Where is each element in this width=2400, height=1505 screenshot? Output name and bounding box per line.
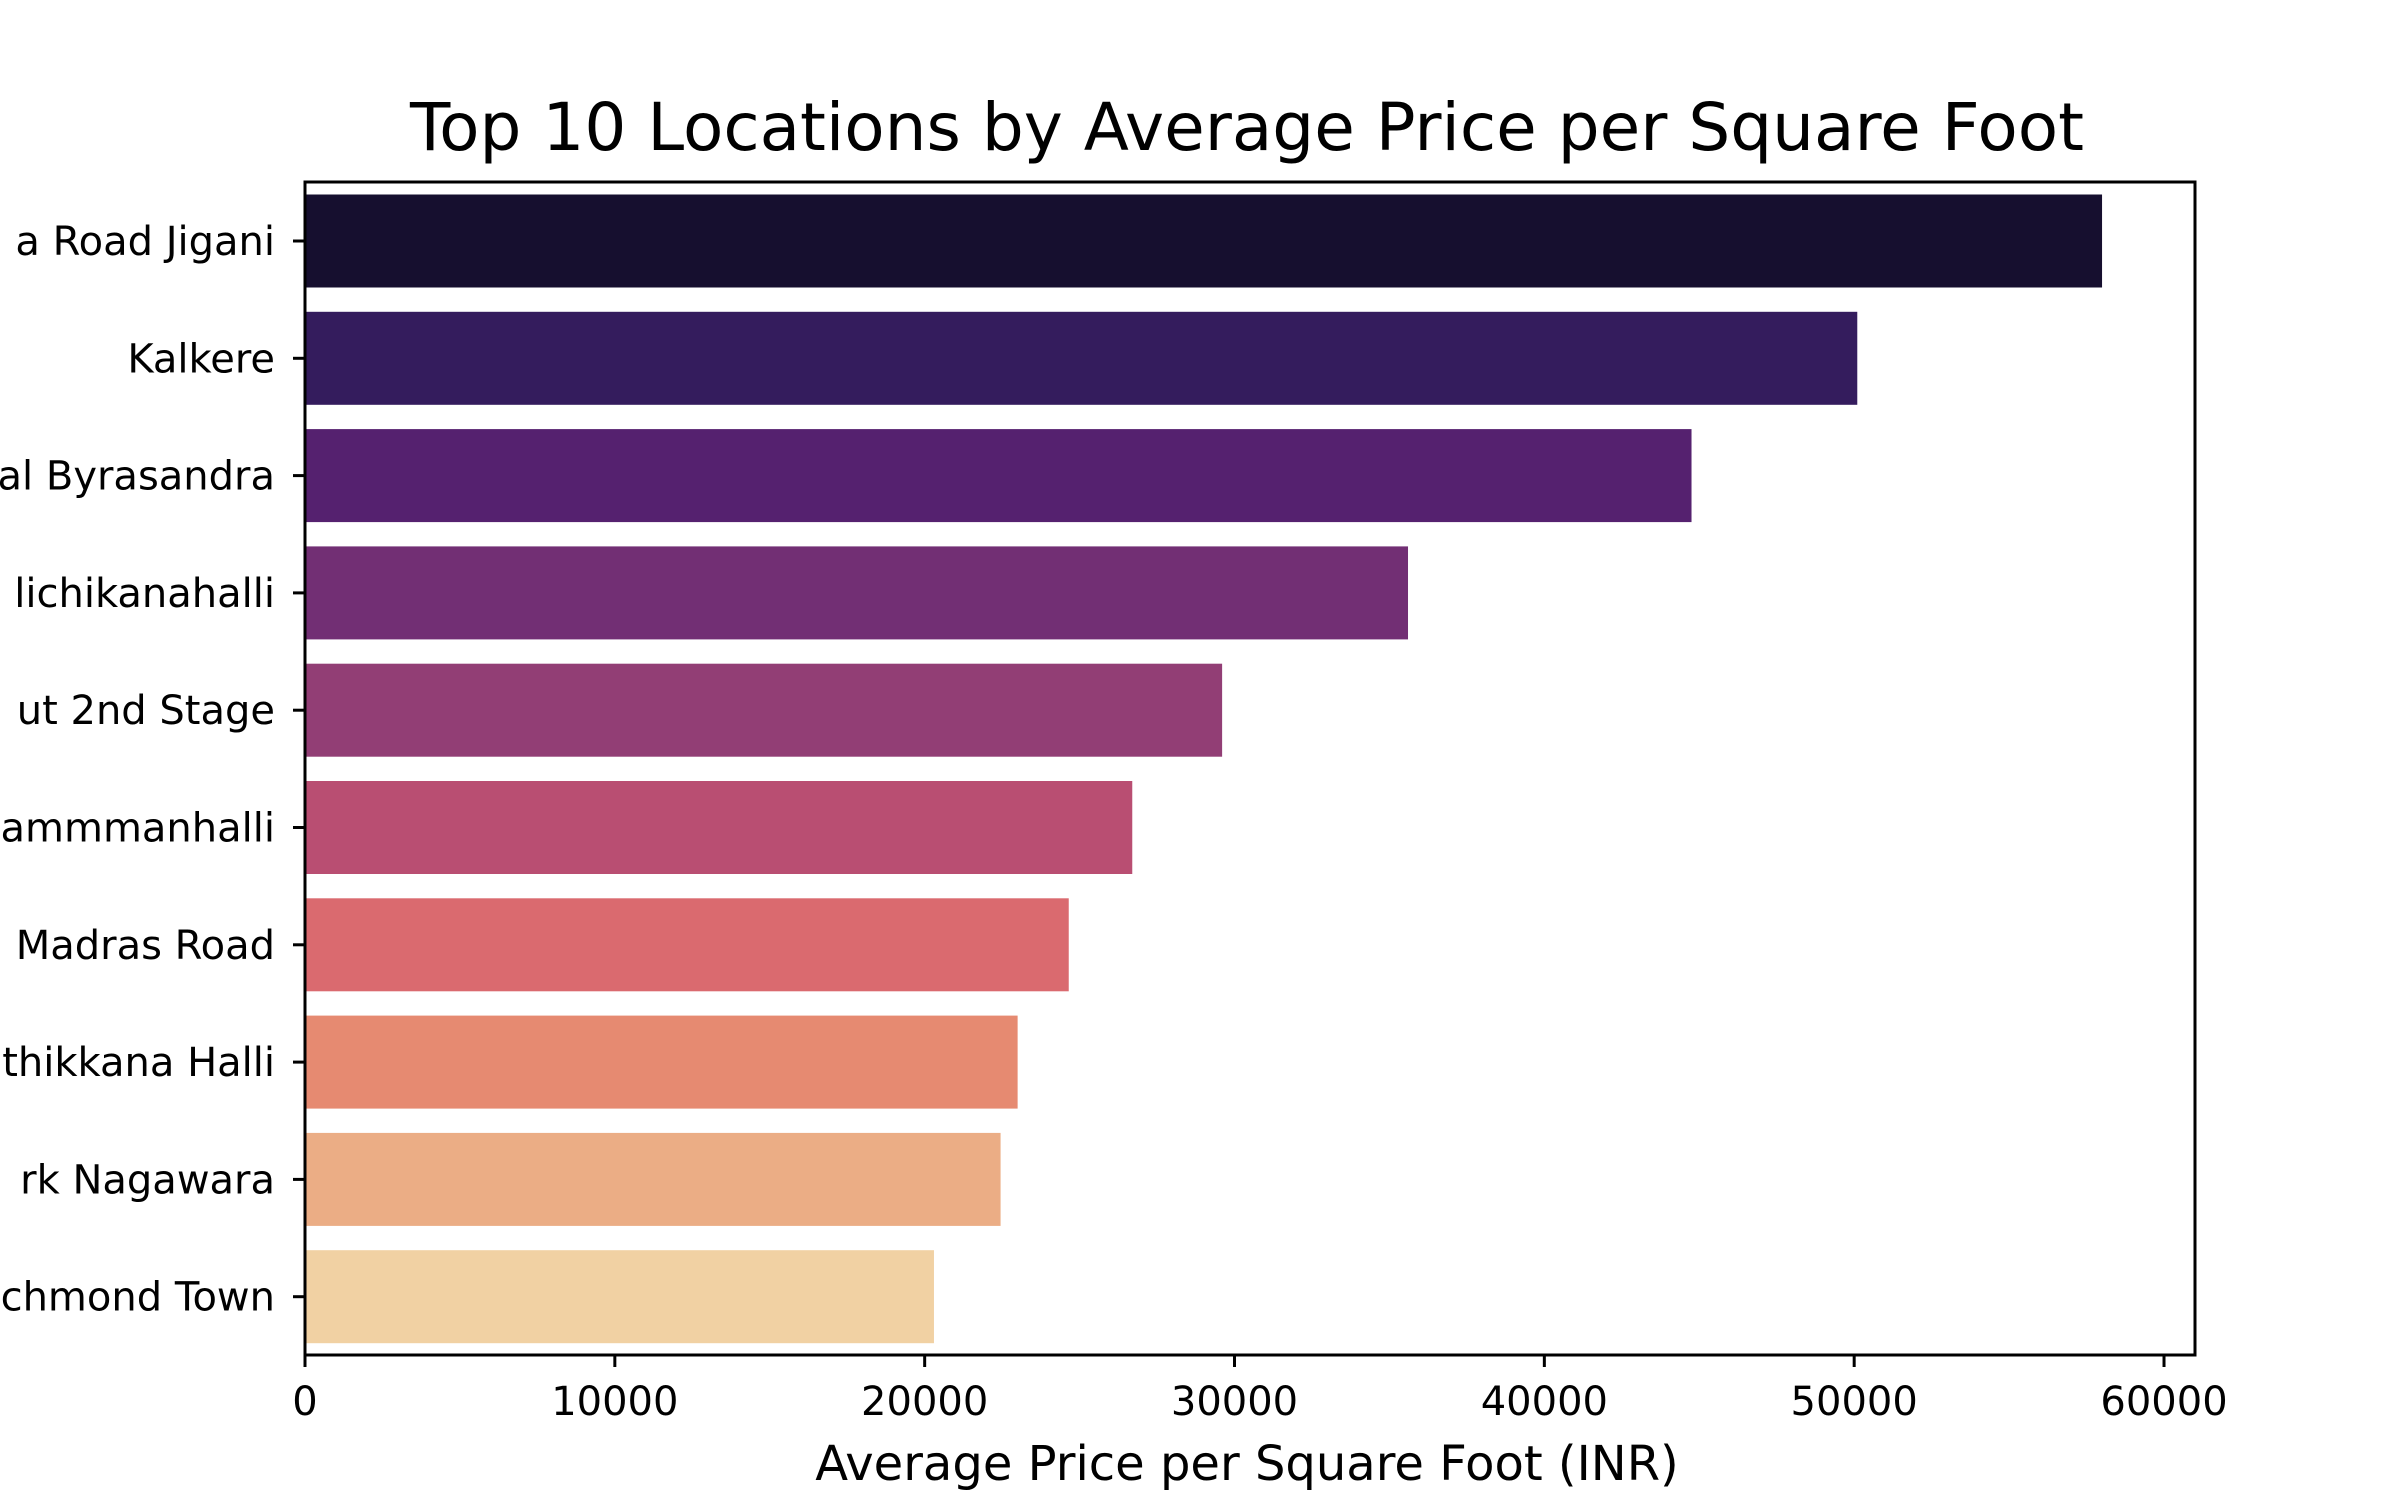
x-axis: 0 10000 20000 30000 40000 50000 60000	[292, 1355, 2228, 1425]
plot-frame	[303, 180, 2197, 1357]
bar-8	[305, 1132, 1001, 1226]
y-tick-label-6: Madras Road	[16, 923, 275, 969]
bar-5	[305, 781, 1133, 874]
y-tick-label-5: ammmanhalli	[1, 806, 275, 852]
y-axis: a Road Jigani Kalkere al Byrasandra lichika…	[0, 219, 305, 1321]
y-tick-label-3: lichikanahalli	[14, 571, 275, 617]
bar-9	[305, 1250, 934, 1344]
x-tick-label-1: 10000	[551, 1379, 678, 1425]
bar-2	[305, 429, 1692, 523]
y-tick-label-8: rk Nagawara	[20, 1157, 275, 1203]
bar-1	[305, 311, 1858, 405]
bar-4	[305, 663, 1223, 757]
x-tick-label-6: 60000	[2100, 1379, 2227, 1425]
y-tick-label-9: chmond Town	[1, 1275, 275, 1321]
x-tick-label-0: 0	[292, 1379, 317, 1425]
x-tick-label-3: 30000	[1171, 1379, 1298, 1425]
y-tick-label-7: thikkana Halli	[2, 1040, 275, 1086]
chart-title: Top 10 Locations by Average Price per Sq…	[409, 89, 2084, 166]
x-tick-label-2: 20000	[861, 1379, 988, 1425]
x-tick-label-4: 40000	[1481, 1379, 1608, 1425]
bar-3	[305, 546, 1409, 640]
x-axis-label: Average Price per Square Foot (INR)	[815, 1436, 1679, 1492]
bars-layer	[305, 194, 2103, 1344]
bar-7	[305, 1015, 1018, 1109]
y-tick-label-4: ut 2nd Stage	[17, 688, 275, 734]
bar-6	[305, 898, 1069, 992]
y-tick-label-2: al Byrasandra	[0, 454, 275, 500]
y-tick-label-1: Kalkere	[127, 336, 275, 382]
y-tick-label-0: a Road Jigani	[15, 219, 275, 265]
bar-0	[305, 194, 2103, 288]
x-tick-label-5: 50000	[1791, 1379, 1918, 1425]
